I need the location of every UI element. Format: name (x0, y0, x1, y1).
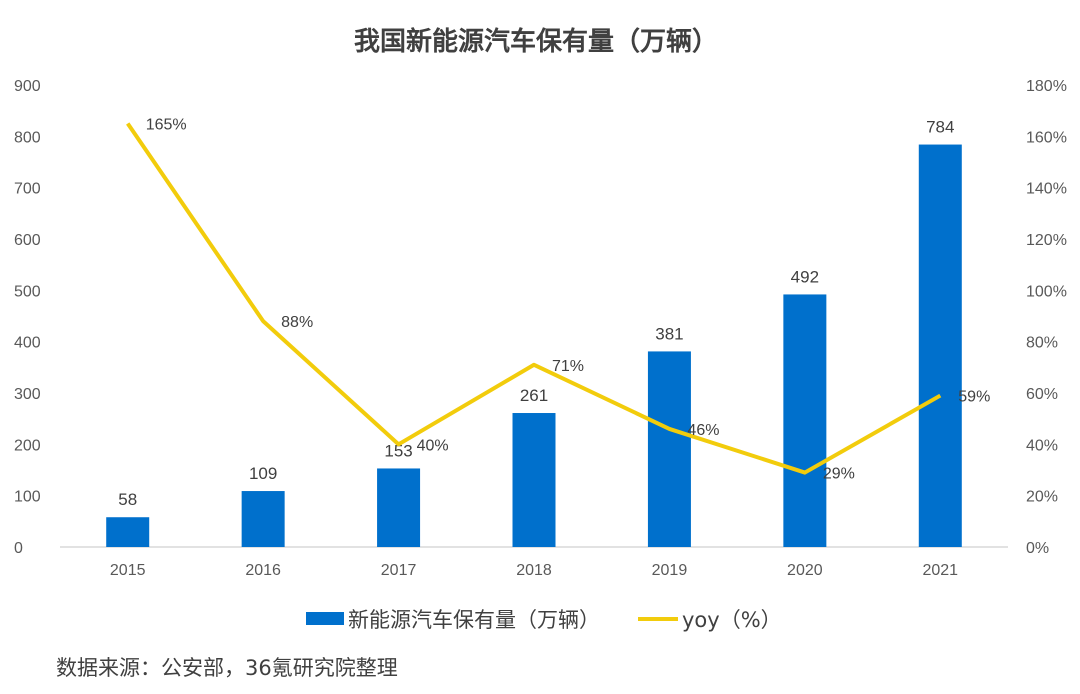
bar-value-label: 109 (249, 464, 277, 483)
right-tick-label: 80% (1026, 335, 1058, 352)
source-note: 数据来源：公安部，36氪研究院整理 (56, 656, 398, 680)
legend-bar-label: 新能源汽车保有量（万辆） (348, 608, 600, 632)
bar (647, 351, 691, 547)
left-tick-label: 500 (14, 283, 41, 300)
right-tick-label: 40% (1026, 437, 1058, 454)
bar (918, 144, 962, 547)
right-axis: 0% 20% 40% 60% 80% 100% 120% 140% 160% 180% (1026, 78, 1067, 557)
right-tick-label: 120% (1026, 232, 1067, 249)
x-tick-label: 2021 (922, 562, 958, 579)
yoy-line (126, 122, 942, 475)
line-value-label: 165% (146, 117, 187, 134)
x-tick-label: 2018 (516, 562, 552, 579)
bar-value-label: 58 (118, 490, 137, 509)
right-tick-label: 160% (1026, 129, 1067, 146)
line-value-label: 29% (823, 466, 855, 483)
x-tick-label: 2017 (381, 562, 417, 579)
bar-value-label: 153 (384, 441, 412, 460)
legend: 新能源汽车保有量（万辆） yoy（%） (306, 608, 782, 632)
x-tick-label: 2016 (245, 562, 281, 579)
left-tick-label: 0 (14, 540, 23, 557)
right-tick-label: 100% (1026, 283, 1067, 300)
left-tick-label: 600 (14, 232, 41, 249)
legend-line-label: yoy（%） (682, 608, 782, 632)
bar-value-label: 784 (926, 118, 954, 137)
bar (377, 468, 421, 547)
right-tick-label: 180% (1026, 78, 1067, 95)
x-tick-label: 2015 (110, 562, 146, 579)
x-tick-label: 2020 (787, 562, 823, 579)
left-axis: 0 100 200 300 400 500 600 700 800 900 (14, 78, 41, 557)
line-labels: 165% 88% 40% 71% 46% 29% 59% (146, 117, 991, 483)
left-tick-label: 700 (14, 181, 41, 198)
left-tick-label: 100 (14, 489, 41, 506)
line-value-label: 59% (958, 389, 990, 406)
bar-value-label: 381 (655, 324, 683, 343)
bar (512, 413, 556, 547)
left-tick-label: 300 (14, 386, 41, 403)
x-axis: 2015 2016 2017 2018 2019 2020 2021 (110, 562, 958, 579)
bar (106, 517, 150, 547)
right-tick-label: 0% (1026, 540, 1049, 557)
legend-bar-swatch (306, 612, 344, 625)
right-tick-label: 60% (1026, 386, 1058, 403)
chart-title: 我国新能源汽车保有量（万辆） (354, 26, 718, 57)
line-value-label: 46% (687, 422, 719, 439)
left-tick-label: 800 (14, 129, 41, 146)
left-tick-label: 900 (14, 78, 41, 95)
bar-value-label: 261 (520, 386, 548, 405)
line-value-label: 71% (552, 358, 584, 375)
bar-series (106, 144, 962, 547)
right-tick-label: 140% (1026, 181, 1067, 198)
line-value-label: 88% (281, 314, 313, 331)
bar-value-label: 492 (791, 267, 819, 286)
x-tick-label: 2019 (652, 562, 688, 579)
bar (783, 294, 827, 547)
bar-labels: 58 109 153 261 381 492 784 (118, 118, 954, 510)
bar (241, 491, 285, 547)
left-tick-label: 400 (14, 335, 41, 352)
left-tick-label: 200 (14, 437, 41, 454)
line-value-label: 40% (417, 437, 449, 454)
right-tick-label: 20% (1026, 489, 1058, 506)
